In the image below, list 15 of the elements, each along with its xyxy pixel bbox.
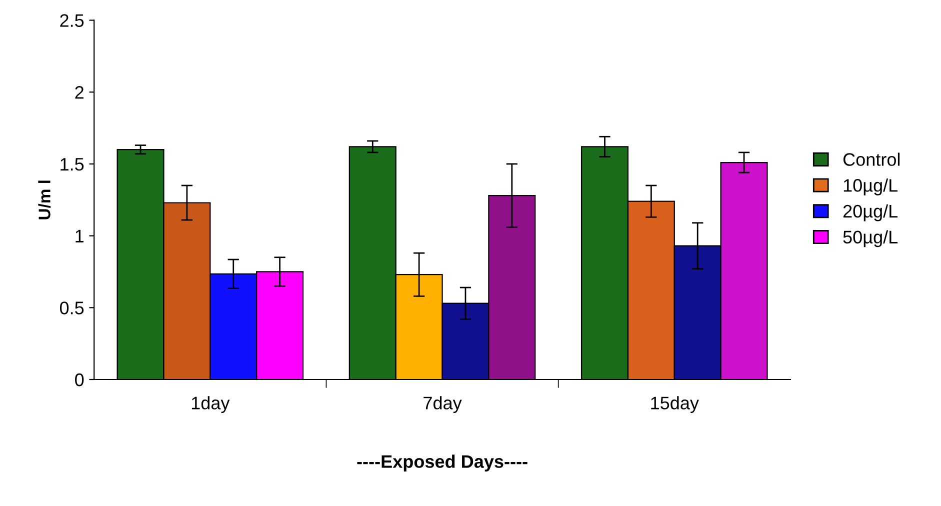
x-tick-label: 1day [192, 396, 230, 413]
legend-label: 50µg/L [843, 230, 898, 248]
y-tick-label: 2 [75, 86, 84, 99]
y-tick-label: 0.5 [60, 302, 84, 314]
x-tick-label: 15day [651, 396, 699, 413]
y-tick-label: 1.5 [60, 158, 84, 171]
legend-label: 20µg/L [843, 204, 898, 222]
legend-label: 10µg/L [844, 178, 898, 196]
y-tick-label: 2.5 [60, 14, 84, 27]
y-tick-label: 1 [76, 230, 84, 242]
x-axis-title: ----Exposed Days---- [357, 454, 528, 472]
x-tick-label: 7day [424, 396, 462, 413]
y-axis-title: U/m l [38, 180, 51, 220]
legend-label: Control [843, 152, 900, 166]
y-tick-label: 0 [75, 373, 84, 386]
